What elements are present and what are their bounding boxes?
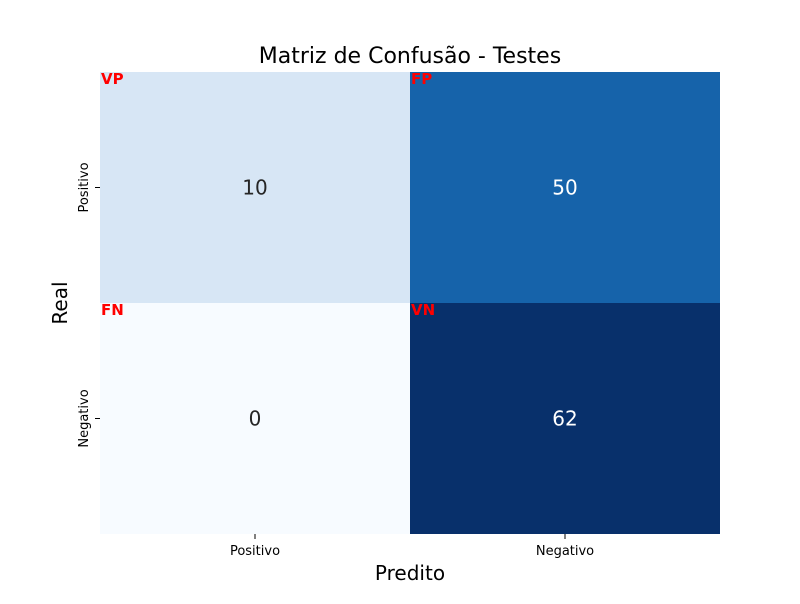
- heatmap-cell: [410, 72, 720, 303]
- chart-title: Matriz de Confusão - Testes: [259, 44, 561, 69]
- y-tick-label: Positivo: [77, 162, 92, 212]
- x-tick-label: Positivo: [230, 544, 280, 559]
- cell-value-label: 62: [552, 407, 577, 431]
- axis-ticks: Positivo Negativo Positivo Negativo: [77, 162, 594, 559]
- y-axis-label: Real: [48, 281, 72, 324]
- cell-tag-label: FP: [411, 70, 432, 88]
- heatmap-cell: [100, 303, 410, 534]
- cell-tag-label: VN: [411, 301, 435, 319]
- heatmap-cells: 10 VP 50 FP 0 FN 62 VN: [100, 70, 720, 534]
- cell-tag-label: VP: [101, 70, 124, 88]
- heatmap-cell: [100, 72, 410, 303]
- cell-tag-label: FN: [101, 301, 124, 319]
- x-tick-label: Negativo: [536, 544, 594, 559]
- cell-value-label: 50: [552, 176, 577, 200]
- y-tick-label: Negativo: [77, 389, 92, 447]
- heatmap-cell: [410, 303, 720, 534]
- x-axis-label: Predito: [375, 561, 445, 585]
- cell-value-label: 0: [249, 407, 262, 431]
- cell-value-label: 10: [242, 176, 267, 200]
